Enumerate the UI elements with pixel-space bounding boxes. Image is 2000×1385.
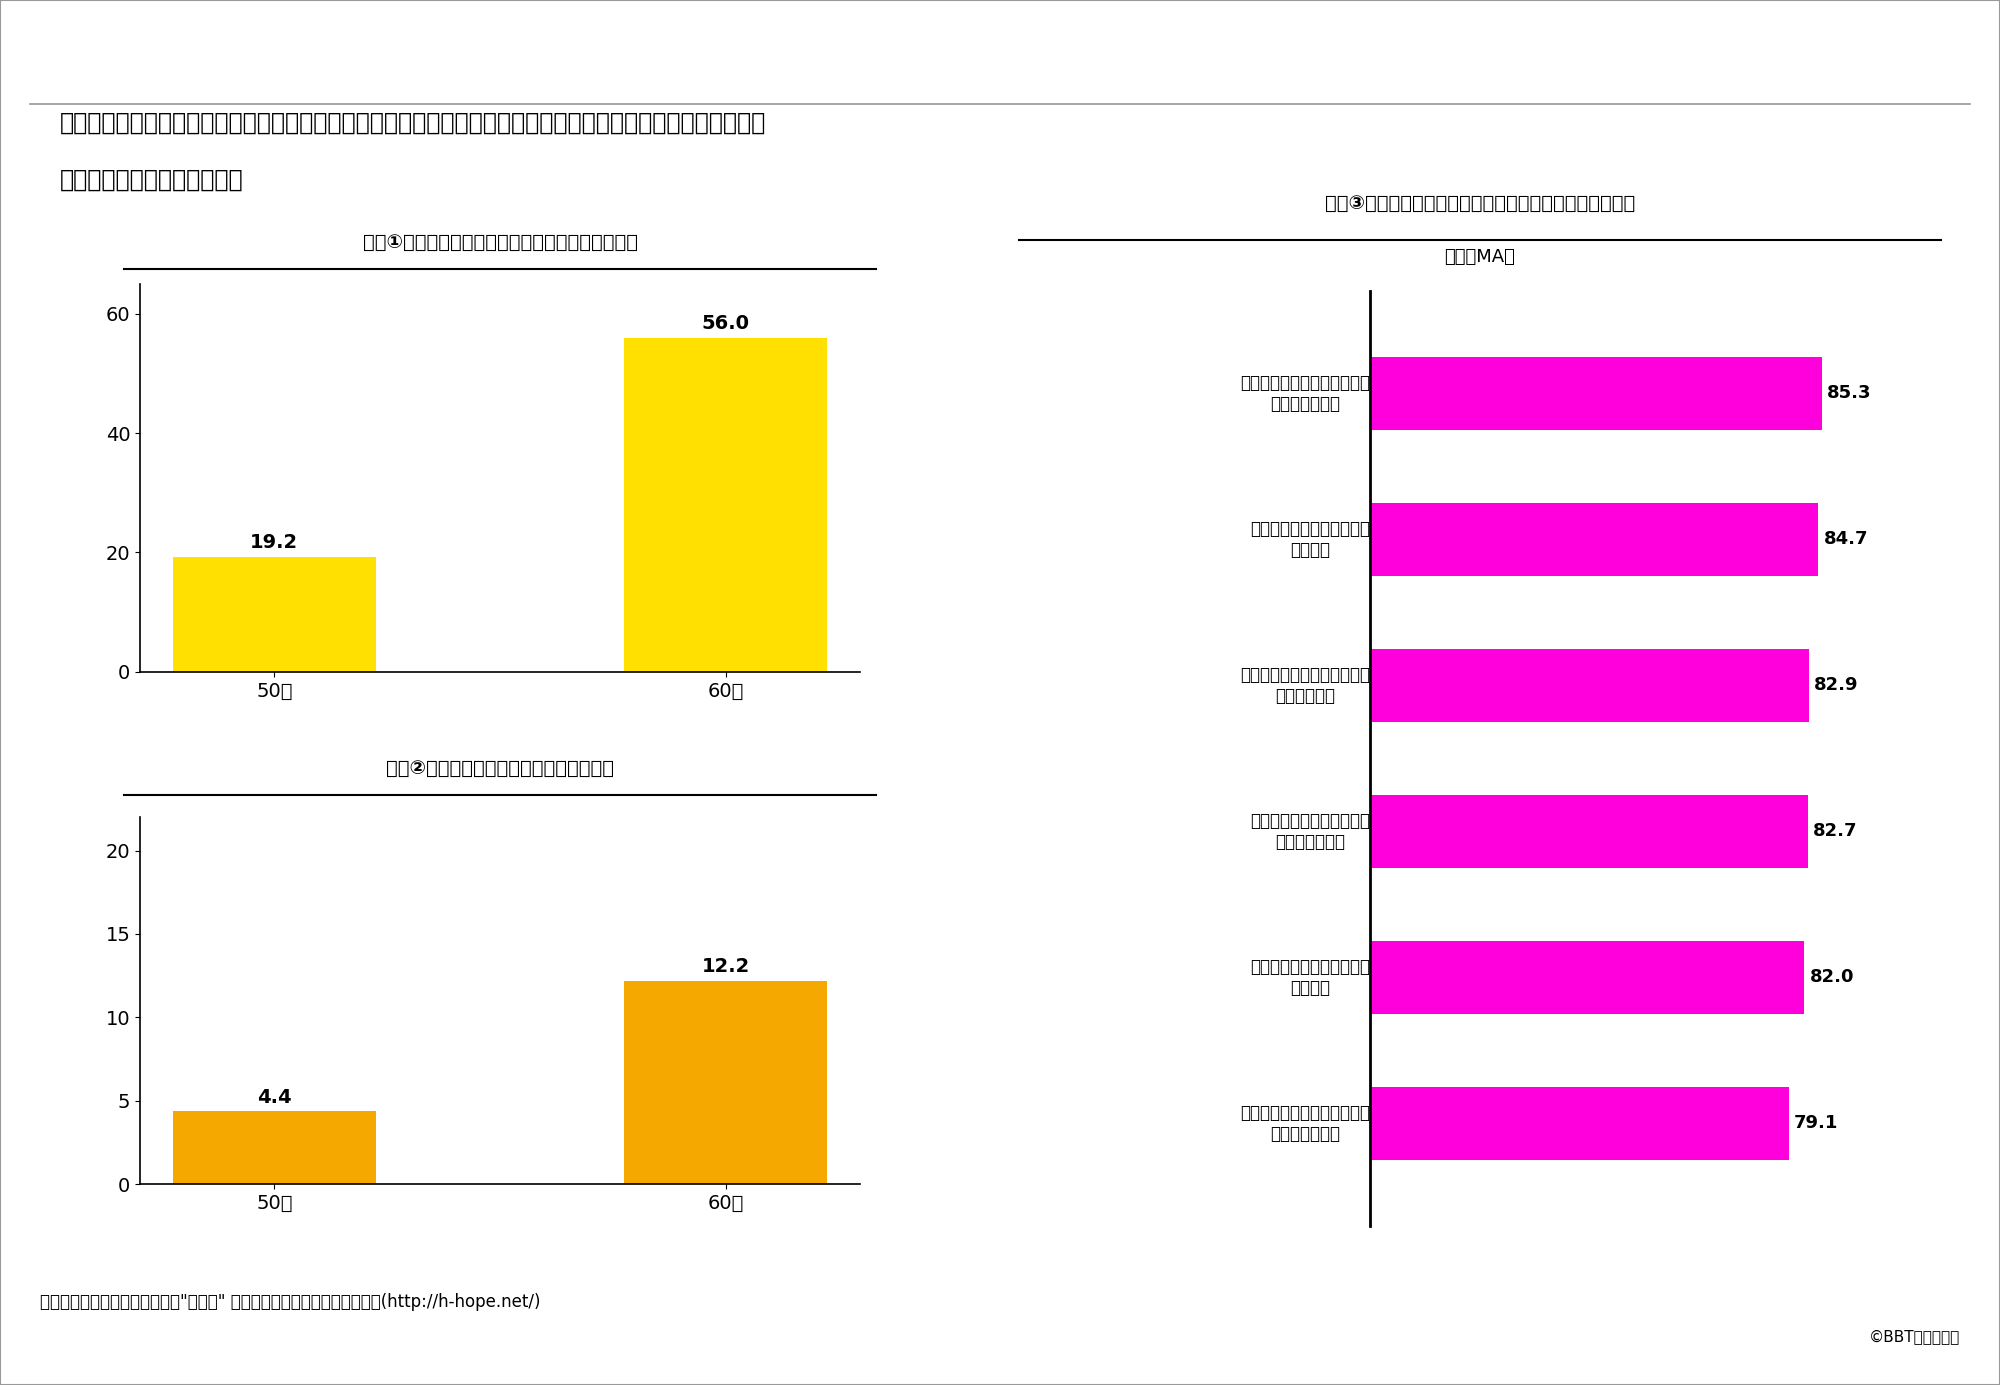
Text: あるがままの自分・自然体の
大人でありたい: あるがままの自分・自然体の 大人でありたい: [1240, 1104, 1370, 1143]
Text: 健康維持・病気予防に心がけ
て暮らしたい: 健康維持・病気予防に心がけ て暮らしたい: [1240, 666, 1370, 705]
Text: （％、MA）: （％、MA）: [1444, 248, 1516, 266]
Text: いつまでも若々しい大人で
ありたい: いつまでも若々しい大人で ありたい: [1250, 958, 1370, 997]
Text: シニア層は、自分のことを「シニア」だと思っているが「シニア」とは呼ばれたくはなく、また内面の充実した: シニア層は、自分のことを「シニア」だと思っているが「シニア」とは呼ばれたくはなく…: [60, 111, 766, 134]
Text: 82.9: 82.9: [1814, 676, 1858, 694]
Text: 12.2: 12.2: [702, 957, 750, 976]
Text: 質問③：「どういう大人でありたい」と思っているのか？: 質問③：「どういう大人でありたい」と思っているのか？: [1324, 194, 1636, 213]
Text: 19.2: 19.2: [250, 533, 298, 553]
Text: 4.4: 4.4: [256, 1087, 292, 1107]
Text: 家族や親族を大切にできる
大人でありたい: 家族や親族を大切にできる 大人でありたい: [1250, 812, 1370, 850]
Bar: [1370, 503, 1818, 576]
Bar: [1370, 940, 1804, 1014]
Bar: [1370, 356, 1822, 429]
Text: 84.7: 84.7: [1824, 530, 1868, 548]
Bar: [1370, 795, 1808, 868]
Text: 知性・教養を持った大人で
ありたい: 知性・教養を持った大人で ありたい: [1250, 519, 1370, 558]
Text: 56.0: 56.0: [702, 314, 750, 332]
Text: 資料：新しい大人文化研究所『"シニア" は「シニア」と呼ばれたいのか』(http://h-hope.net/): 資料：新しい大人文化研究所『"シニア" は「シニア」と呼ばれたいのか』(http…: [40, 1294, 540, 1310]
Text: 質問②：「シニア」と呼ばれたい人（％）: 質問②：「シニア」と呼ばれたい人（％）: [386, 759, 614, 778]
Bar: [1370, 1087, 1788, 1161]
Text: 82.0: 82.0: [1810, 968, 1854, 986]
Text: ©BBT総合研究所: ©BBT総合研究所: [1868, 1330, 1960, 1343]
Bar: [172, 1111, 376, 1184]
Text: 85.3: 85.3: [1826, 384, 1872, 402]
Text: 82.7: 82.7: [1814, 823, 1858, 841]
Bar: [624, 338, 828, 672]
Text: 質問①：「シニア」を自分のことだと思う人（％）: 質問①：「シニア」を自分のことだと思う人（％）: [362, 233, 638, 252]
Text: 79.1: 79.1: [1794, 1115, 1838, 1133]
Bar: [1370, 648, 1808, 722]
Bar: [624, 981, 828, 1184]
Bar: [172, 557, 376, 672]
Text: 図－23: 図－23: [108, 37, 180, 66]
Text: 今の自分を幸せに感じられる
大人でありたい: 今の自分を幸せに感じられる 大人でありたい: [1240, 374, 1370, 413]
Text: 大人でありたいと思っている: 大人でありたいと思っている: [60, 168, 244, 193]
